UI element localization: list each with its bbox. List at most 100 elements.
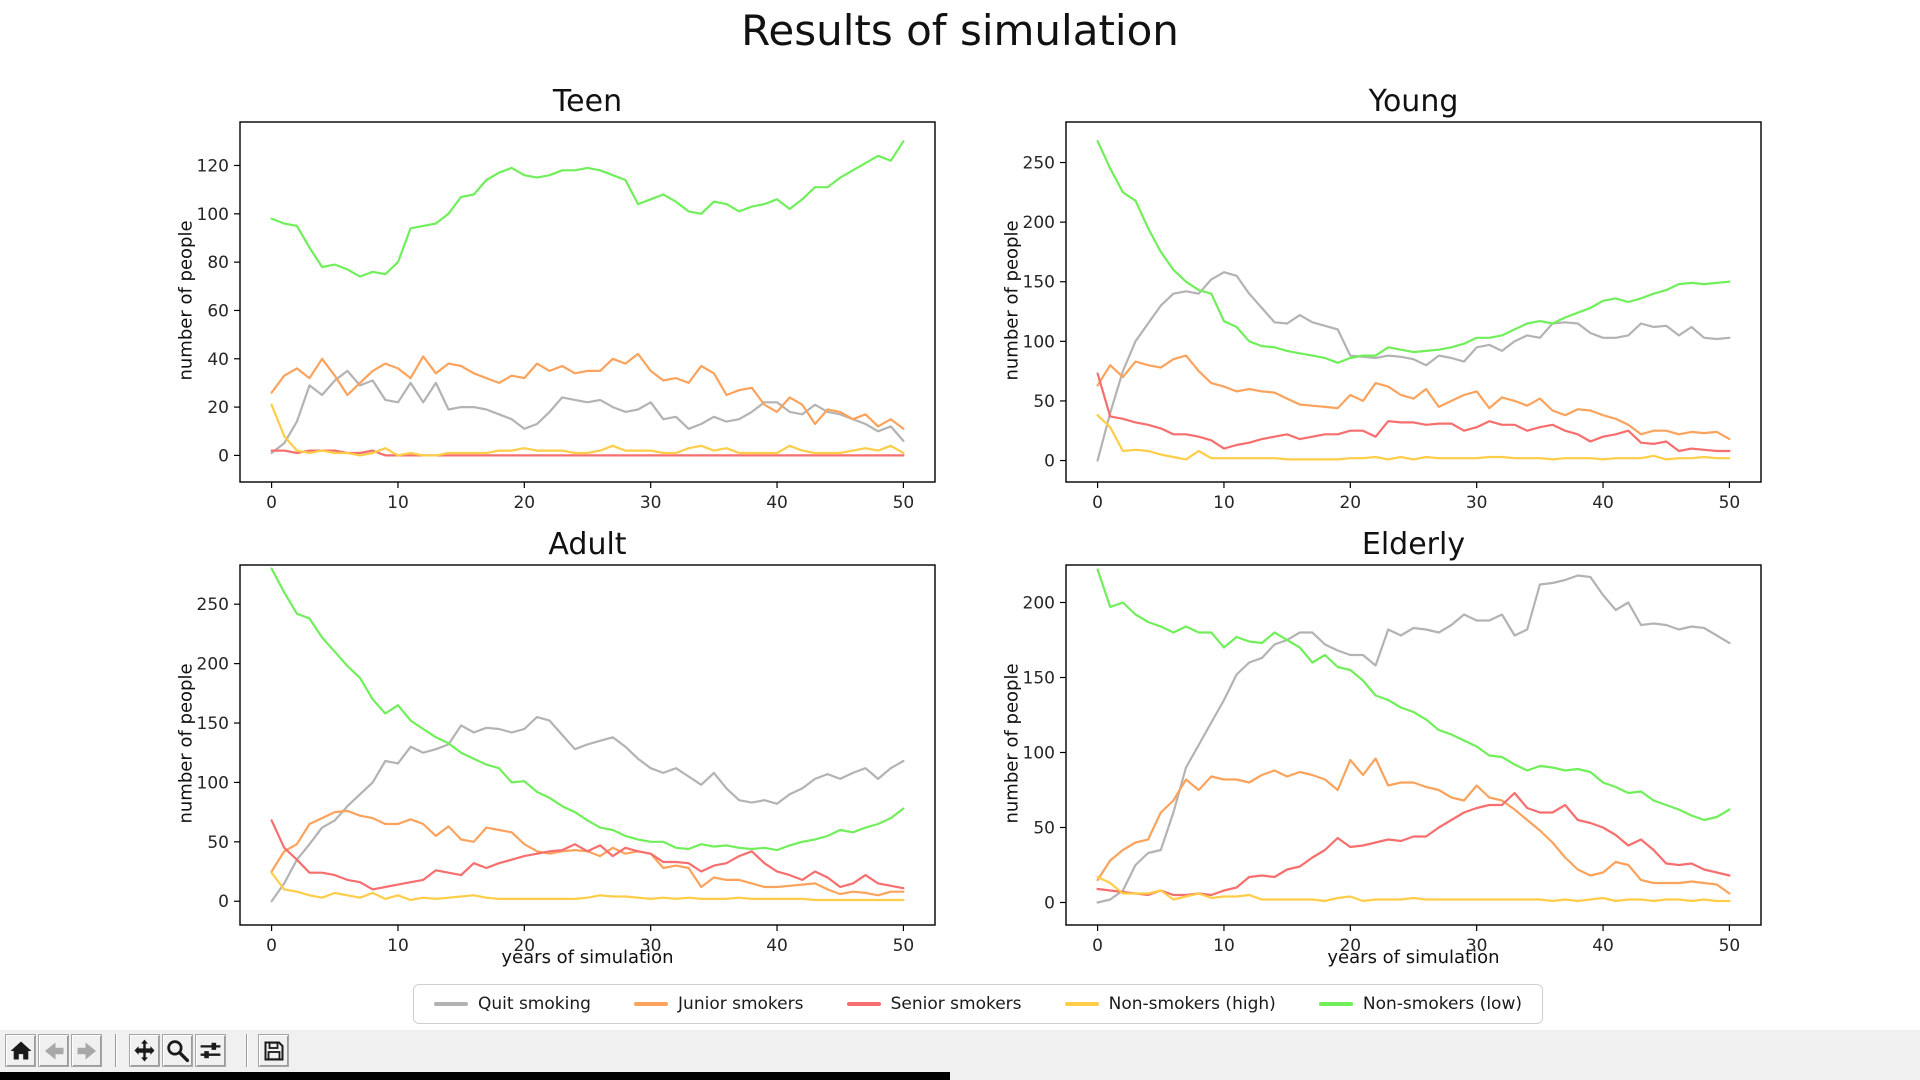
y-ticks: 0 50 100 150 200 <box>1023 594 1066 914</box>
x-tick-label: 10 <box>1213 936 1235 956</box>
x-tick-label: 50 <box>1719 936 1741 956</box>
series-line-junior <box>1096 757 1731 895</box>
configure-subplots-button[interactable] <box>195 1034 226 1067</box>
toolbar-separator <box>246 1034 248 1067</box>
plot-area-svg: 0 10 20 30 40 50 0 50 100 150 200 250 <box>197 564 936 956</box>
xlabel-elderly: years of simulation <box>1327 947 1500 968</box>
x-tick-label: 30 <box>1466 493 1488 513</box>
y-tick-label: 100 <box>197 205 229 225</box>
x-tick-label: 10 <box>387 936 409 956</box>
x-tick-label: 0 <box>266 493 277 513</box>
chart-canvas-elderly[interactable]: 0 10 20 30 40 50 0 50 100 150 200 <box>996 555 1796 985</box>
x-tick-label: 0 <box>1092 936 1103 956</box>
series-line-low <box>270 140 905 278</box>
plot-frame <box>1065 564 1762 926</box>
home-button[interactable] <box>5 1034 36 1067</box>
x-tick-label: 0 <box>1092 493 1103 513</box>
y-ticks: 0 50 100 150 200 250 <box>1023 154 1066 472</box>
y-tick-label: 100 <box>197 773 229 793</box>
x-tick-label: 40 <box>766 936 788 956</box>
subplot-title-adult: Adult <box>548 527 627 562</box>
series-line-senior <box>270 819 905 891</box>
legend-swatch <box>1318 1002 1353 1006</box>
back-arrow-icon <box>44 1042 63 1059</box>
x-tick-label: 20 <box>513 936 535 956</box>
legend-label: Quit smoking <box>478 994 591 1014</box>
series-line-junior <box>270 809 905 897</box>
figure-suptitle: Results of simulation <box>741 6 1179 55</box>
legend-label: Non-smokers (high) <box>1108 994 1276 1014</box>
save-button[interactable] <box>258 1034 289 1067</box>
x-tick-label: 50 <box>1719 493 1741 513</box>
series-line-senior <box>1096 372 1731 453</box>
plot-frame <box>1065 121 1762 483</box>
x-tick-label: 40 <box>766 493 788 513</box>
x-tick-label: 20 <box>1339 493 1361 513</box>
series-line-quit <box>270 716 905 903</box>
legend-swatch <box>434 1002 468 1006</box>
x-tick-label: 30 <box>640 936 662 956</box>
x-ticks: 0 10 20 30 40 50 <box>1092 925 1740 956</box>
forward-button[interactable] <box>71 1034 102 1067</box>
y-tick-label: 80 <box>207 253 229 273</box>
toolbar-separator <box>115 1034 117 1067</box>
xlabel-adult: years of simulation <box>501 947 674 968</box>
y-tick-label: 150 <box>1023 273 1055 293</box>
y-tick-label: 250 <box>1023 154 1055 174</box>
forward-arrow-icon <box>77 1042 96 1059</box>
y-ticks: 0 20 40 60 80 100 120 <box>197 156 240 466</box>
x-ticks: 0 10 20 30 40 50 <box>266 482 914 513</box>
series-line-junior <box>270 352 905 430</box>
subplot-title-teen: Teen <box>552 84 623 119</box>
legend-label: Junior smokers <box>678 994 804 1014</box>
legend-swatch <box>1064 1002 1099 1006</box>
y-tick-label: 200 <box>197 655 229 675</box>
legend-item-quit: Quit smoking <box>434 994 591 1014</box>
back-button[interactable] <box>38 1034 69 1067</box>
plot-area-svg: 0 10 20 30 40 50 0 20 40 60 80 100 120 <box>197 121 936 513</box>
series-line-high <box>1096 414 1731 461</box>
legend-item-high: Non-smokers (high) <box>1064 994 1276 1014</box>
y-tick-label: 0 <box>218 446 229 466</box>
chart-canvas-adult[interactable]: 0 10 20 30 40 50 0 50 100 150 200 250 <box>170 555 970 985</box>
plot-frame <box>239 564 936 926</box>
series-line-low <box>270 567 905 852</box>
x-tick-label: 40 <box>1592 936 1614 956</box>
x-tick-label: 0 <box>266 936 277 956</box>
plot-area-svg: 0 10 20 30 40 50 0 50 100 150 200 250 <box>1023 121 1762 513</box>
x-tick-label: 40 <box>1592 493 1614 513</box>
series-line-high <box>270 403 905 457</box>
x-tick-label: 20 <box>1339 936 1361 956</box>
series-line-low <box>1096 568 1731 822</box>
x-ticks: 0 10 20 30 40 50 <box>266 925 914 956</box>
plot-frame <box>239 121 936 483</box>
window-bottom-edge <box>0 1072 950 1080</box>
series-line-quit <box>1096 574 1731 904</box>
x-tick-label: 30 <box>1466 936 1488 956</box>
legend-item-senior: Senior smokers <box>846 994 1022 1014</box>
y-tick-label: 0 <box>218 892 229 912</box>
x-tick-label: 30 <box>640 493 662 513</box>
x-tick-label: 50 <box>893 936 915 956</box>
pan-button[interactable] <box>129 1034 160 1067</box>
chart-canvas-teen[interactable]: 0 10 20 30 40 50 0 20 40 60 80 100 120 <box>170 112 970 542</box>
legend-item-junior: Junior smokers <box>634 994 803 1014</box>
legend-swatch <box>846 1002 881 1006</box>
chart-canvas-young[interactable]: 0 10 20 30 40 50 0 50 100 150 200 250 <box>996 112 1796 542</box>
pan-icon <box>134 1039 155 1062</box>
series-line-low <box>1096 140 1731 364</box>
y-tick-label: 150 <box>197 714 229 734</box>
zoom-button[interactable] <box>162 1034 193 1067</box>
floppy-disk-icon <box>264 1041 283 1060</box>
series-line-high <box>1096 875 1731 903</box>
y-tick-label: 100 <box>1023 332 1055 352</box>
y-tick-label: 200 <box>1023 213 1055 233</box>
series-line-high <box>270 871 905 902</box>
y-tick-label: 40 <box>207 350 229 370</box>
magnifier-icon <box>167 1040 190 1063</box>
legend-label: Senior smokers <box>890 994 1022 1014</box>
y-tick-label: 20 <box>207 398 229 418</box>
y-tick-label: 50 <box>1033 819 1055 839</box>
legend-label: Non-smokers (low) <box>1362 994 1522 1014</box>
